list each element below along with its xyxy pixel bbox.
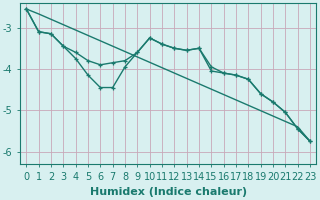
X-axis label: Humidex (Indice chaleur): Humidex (Indice chaleur) xyxy=(90,187,247,197)
